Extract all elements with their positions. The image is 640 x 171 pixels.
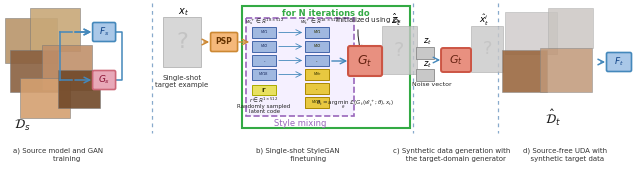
Text: $F_s$: $F_s$ (99, 26, 109, 38)
Bar (252, 69, 276, 80)
Text: $w_s^+ \in \mathbb{R}^{18\times512}$: $w_s^+ \in \mathbb{R}^{18\times512}$ (245, 17, 285, 27)
Bar (548, 8, 593, 48)
Text: Style mixing: Style mixing (274, 120, 326, 128)
Text: $w_{18}$: $w_{18}$ (259, 71, 269, 78)
Text: ?: ? (394, 41, 404, 60)
Text: Single-shot
target example: Single-shot target example (156, 75, 209, 88)
Text: Randomly sampled
latent code: Randomly sampled latent code (237, 104, 291, 114)
Bar (252, 55, 276, 66)
Text: $w_n$: $w_n$ (313, 71, 321, 78)
Text: $\mathbf{r}$: $\mathbf{r}$ (261, 86, 267, 95)
Bar (502, 50, 547, 92)
FancyBboxPatch shape (607, 52, 632, 71)
Text: $\hat{x}_t^i$: $\hat{x}_t^i$ (479, 12, 489, 28)
Text: Noise vector: Noise vector (412, 82, 452, 88)
Bar (246, 18, 354, 116)
Text: $z_t$: $z_t$ (422, 60, 431, 70)
Bar (305, 83, 329, 94)
Bar (416, 47, 434, 59)
Bar (416, 69, 434, 81)
FancyBboxPatch shape (93, 23, 116, 42)
Bar (305, 41, 329, 52)
FancyBboxPatch shape (93, 70, 116, 89)
Bar (30, 8, 80, 51)
Text: b) Single-shot StyleGAN
         finetuning: b) Single-shot StyleGAN finetuning (256, 148, 340, 161)
Text: $\cdot$: $\cdot$ (316, 58, 319, 63)
Text: $w_2$: $w_2$ (260, 43, 268, 50)
Text: $G_t$: $G_t$ (449, 53, 463, 67)
Bar (382, 26, 417, 74)
Text: $\theta_t = \arg\min_\theta\ \mathcal{L}(G_t(\hat{w}_t^+;\theta),x_t)$: $\theta_t = \arg\min_\theta\ \mathcal{L}… (316, 99, 394, 111)
Text: $F_t$: $F_t$ (614, 56, 624, 68)
Bar (58, 70, 100, 108)
Text: c) Synthetic data generation with
   the target-domain generator: c) Synthetic data generation with the ta… (394, 148, 511, 161)
Bar (540, 48, 592, 92)
Bar (305, 97, 329, 108)
Bar (305, 27, 329, 38)
Text: $z_t$: $z_t$ (422, 37, 431, 47)
Bar (20, 78, 70, 118)
Bar (163, 17, 201, 67)
FancyBboxPatch shape (211, 32, 237, 51)
Text: $r \in \mathbb{R}^{1\times 512}$: $r \in \mathbb{R}^{1\times 512}$ (250, 95, 279, 105)
Bar (252, 85, 276, 95)
Text: $\hat{\mathcal{D}}_t$: $\hat{\mathcal{D}}_t$ (545, 108, 561, 128)
Bar (5, 18, 57, 63)
Bar (42, 45, 92, 90)
Text: $\hat{w}_t^+ \in \mathbb{R}^{18\times 512}$: $\hat{w}_t^+ \in \mathbb{R}^{18\times 51… (301, 17, 340, 27)
Text: ?: ? (483, 40, 492, 58)
Text: PSP: PSP (216, 37, 232, 47)
Text: $\cdot$: $\cdot$ (316, 86, 319, 91)
Bar (10, 50, 58, 92)
Text: $w_{18}$: $w_{18}$ (312, 98, 323, 107)
FancyBboxPatch shape (348, 46, 382, 76)
Text: for N iterations do: for N iterations do (282, 9, 370, 17)
Text: $w_2$: $w_2$ (313, 43, 321, 50)
Text: $\cdot$: $\cdot$ (262, 58, 266, 63)
Bar (305, 55, 329, 66)
Text: a) Source model and GAN
        training: a) Source model and GAN training (13, 148, 103, 161)
Text: $w_1$: $w_1$ (313, 29, 321, 36)
Text: $G_s$: $G_s$ (98, 74, 110, 86)
FancyBboxPatch shape (441, 48, 471, 72)
Text: $\hat{z}_t$: $\hat{z}_t$ (391, 12, 401, 28)
Text: Initialized using $G_s$: Initialized using $G_s$ (335, 16, 401, 26)
Bar (305, 69, 329, 80)
Bar (471, 26, 503, 72)
Bar (505, 12, 557, 54)
Text: $G_t$: $G_t$ (357, 54, 372, 69)
Bar (252, 41, 276, 52)
Bar (252, 27, 276, 38)
Text: d) Source-free UDA with
  synthetic target data: d) Source-free UDA with synthetic target… (523, 148, 607, 161)
Bar (242, 6, 410, 128)
Text: ?: ? (176, 32, 188, 52)
Text: $\mathcal{D}_s$: $\mathcal{D}_s$ (14, 117, 30, 133)
Text: $w_1$: $w_1$ (260, 29, 268, 36)
Text: $x_t$: $x_t$ (178, 6, 189, 18)
